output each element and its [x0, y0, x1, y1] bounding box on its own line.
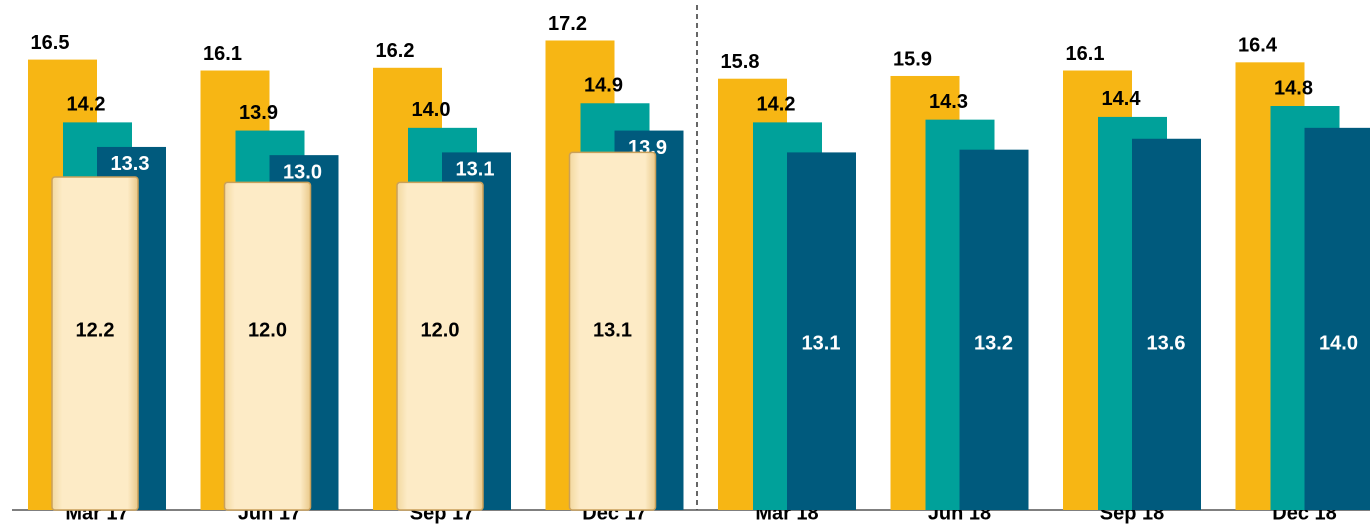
bar: [51, 176, 139, 511]
value-label: 14.4: [1102, 88, 1142, 110]
value-label: 16.5: [31, 32, 70, 54]
value-label: 14.2: [757, 94, 796, 116]
value-label: 13.1: [593, 319, 632, 341]
bar: [568, 151, 657, 511]
value-label: 14.2: [67, 94, 106, 116]
value-label: 13.1: [456, 159, 495, 181]
value-label: 12.0: [248, 319, 287, 341]
value-label: 14.9: [584, 75, 623, 97]
bar: [1132, 138, 1201, 510]
value-label: 14.0: [412, 99, 451, 121]
value-label: 12.2: [76, 319, 115, 341]
bar: [1304, 127, 1370, 511]
value-label: 13.6: [1147, 332, 1186, 354]
value-label: 12.0: [421, 319, 460, 341]
value-label: 15.9: [893, 48, 932, 70]
value-label: 14.0: [1319, 332, 1358, 354]
bar: [223, 181, 312, 511]
bar: [396, 181, 484, 511]
value-label: 13.3: [111, 153, 150, 175]
value-label: 15.8: [721, 51, 760, 73]
value-label: 16.1: [1066, 43, 1105, 65]
value-label: 16.2: [376, 40, 415, 62]
value-label: 13.2: [974, 332, 1013, 354]
bar: [959, 149, 1029, 511]
value-label: 14.3: [929, 91, 968, 113]
value-label: 14.8: [1274, 77, 1313, 99]
value-label: 16.4: [1238, 35, 1278, 57]
value-label: 13.9: [239, 102, 278, 124]
value-label: 13.1: [802, 332, 841, 354]
value-label: 16.1: [203, 43, 242, 65]
bar: [787, 152, 856, 511]
value-label: 17.2: [548, 13, 587, 35]
value-label: 13.0: [283, 161, 322, 183]
